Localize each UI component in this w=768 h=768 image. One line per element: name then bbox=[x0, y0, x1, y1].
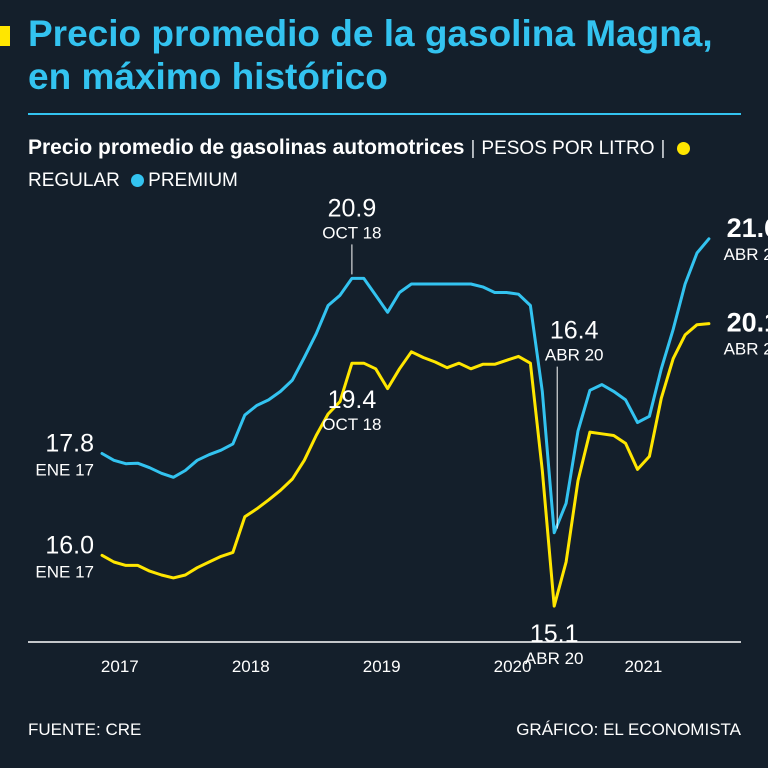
annotation-date: ABR 21 bbox=[724, 245, 768, 264]
annotation-value: 21.6 bbox=[727, 213, 768, 243]
annotation-date: OCT 18 bbox=[322, 223, 381, 242]
x-tick-label: 2019 bbox=[363, 657, 401, 676]
credit-note: GRÁFICO: EL ECONOMISTA bbox=[516, 720, 741, 739]
annotation-date: OCT 18 bbox=[322, 415, 381, 434]
annotation-value: 15.1 bbox=[530, 620, 579, 648]
subtitle-separator: | bbox=[470, 138, 476, 159]
x-tick-label: 2020 bbox=[494, 657, 532, 676]
x-tick-label: 2018 bbox=[232, 657, 270, 676]
annotation-value: 20.1 bbox=[727, 308, 768, 338]
subtitle-units: PESOS POR LITRO bbox=[481, 138, 655, 159]
series-line-premium bbox=[100, 237, 711, 535]
annotation-date: ABR 21 bbox=[724, 340, 768, 359]
accent-bar bbox=[0, 26, 10, 46]
x-tick-label: 2021 bbox=[625, 657, 663, 676]
chart-subtitle: Precio promedio de gasolinas automotrice… bbox=[28, 132, 728, 197]
annotation-value: 16.4 bbox=[550, 317, 599, 345]
annotation-value: 19.4 bbox=[328, 386, 377, 414]
series-line-regular bbox=[100, 322, 711, 608]
x-tick-label: 2017 bbox=[101, 657, 139, 676]
series-layer bbox=[100, 237, 711, 608]
legend-label-regular: REGULAR bbox=[28, 170, 120, 191]
subtitle-bold: Precio promedio de gasolinas automotrice… bbox=[28, 136, 465, 159]
annotation-date: ABR 20 bbox=[525, 649, 584, 668]
legend-dot-regular bbox=[677, 142, 691, 155]
annotation-value: 20.9 bbox=[328, 194, 377, 222]
annotation-value: 16.0 bbox=[45, 531, 94, 559]
title-divider bbox=[28, 113, 741, 115]
x-tick-layer: 2017 2018 2019 2020 2021 bbox=[101, 657, 662, 676]
annotation-date: ENE 17 bbox=[35, 562, 94, 581]
source-note: FUENTE: CRE bbox=[28, 720, 142, 739]
page-title: Precio promedio de la gasolina Magna, en… bbox=[28, 13, 713, 97]
annotation-date: ENE 17 bbox=[35, 461, 94, 480]
subtitle-separator-2: | bbox=[660, 138, 666, 159]
annotation-value: 17.8 bbox=[45, 430, 94, 458]
annotation-date: ABR 20 bbox=[545, 346, 604, 365]
legend-dot-premium bbox=[131, 174, 145, 187]
legend-label-premium: PREMIUM bbox=[148, 170, 238, 191]
